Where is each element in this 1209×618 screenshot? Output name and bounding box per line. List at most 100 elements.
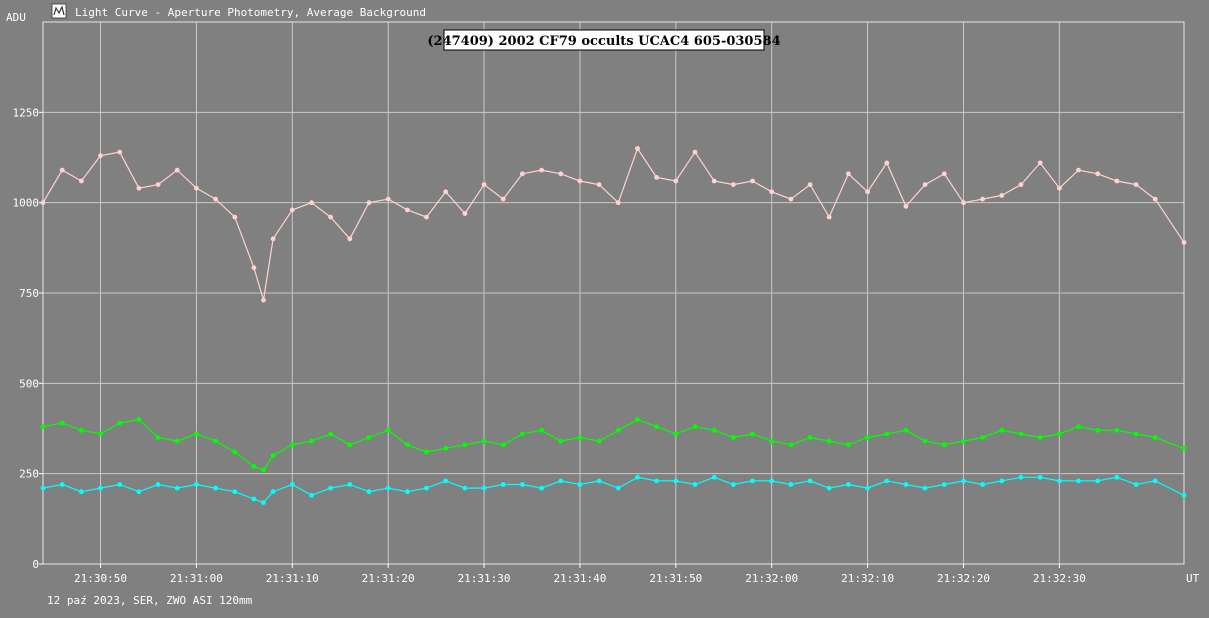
data-point — [213, 438, 219, 444]
data-point — [941, 442, 947, 448]
footer-info: 12 paź 2023, SER, ZWO ASI 120mm — [47, 594, 253, 607]
data-point — [117, 482, 123, 487]
data-point — [884, 478, 890, 484]
data-point — [577, 178, 583, 184]
x-tick-label: 21:30:50 — [74, 572, 127, 585]
data-point — [941, 171, 947, 177]
x-tick-label: 21:32:10 — [841, 572, 894, 585]
data-point — [424, 214, 429, 220]
data-point — [865, 189, 870, 195]
data-point — [999, 478, 1005, 484]
data-point — [155, 182, 161, 188]
data-point — [98, 431, 103, 437]
data-point — [711, 474, 717, 480]
data-point — [654, 175, 659, 180]
data-point — [673, 431, 679, 437]
data-point — [366, 435, 372, 440]
data-point — [922, 438, 928, 444]
data-point — [1152, 435, 1158, 440]
data-point — [251, 464, 257, 469]
data-point — [347, 236, 353, 242]
data-point — [309, 200, 314, 206]
data-point — [1114, 178, 1120, 184]
data-point — [635, 474, 640, 480]
data-point — [922, 485, 928, 491]
data-point — [558, 171, 564, 177]
x-tick-label: 21:31:40 — [553, 572, 606, 585]
data-point — [596, 438, 602, 444]
y-tick-label: 0 — [32, 558, 39, 571]
data-point — [347, 442, 353, 448]
data-point — [261, 467, 266, 473]
data-point — [385, 485, 391, 491]
data-point — [270, 236, 276, 242]
data-point — [750, 431, 755, 437]
data-point — [788, 442, 794, 448]
series-3 — [40, 474, 1187, 505]
data-point — [807, 435, 813, 440]
data-point — [980, 482, 985, 487]
data-point — [155, 482, 161, 487]
series-1 — [40, 146, 1187, 303]
data-point — [1095, 171, 1101, 177]
data-point — [922, 182, 928, 188]
data-point — [577, 482, 583, 487]
series — [40, 146, 1187, 505]
data-point — [117, 149, 123, 155]
data-point — [1057, 431, 1062, 437]
series-line — [42, 147, 1185, 301]
data-point — [846, 442, 851, 448]
data-point — [328, 485, 333, 491]
data-point — [1095, 478, 1101, 484]
data-point — [117, 420, 123, 426]
data-point — [194, 482, 199, 487]
data-point — [1057, 478, 1062, 484]
data-point — [750, 478, 755, 484]
data-point — [635, 146, 640, 151]
data-point — [1114, 474, 1120, 480]
data-point — [462, 485, 468, 491]
data-point — [309, 438, 314, 444]
x-tick-label: 21:31:20 — [362, 572, 415, 585]
data-point — [347, 482, 353, 487]
data-point — [1181, 240, 1187, 245]
data-point — [654, 478, 659, 484]
data-point — [443, 189, 449, 195]
x-tick-label: 21:32:30 — [1033, 572, 1086, 585]
data-point — [59, 167, 65, 173]
data-point — [251, 265, 257, 271]
data-point — [1114, 427, 1120, 433]
data-point — [289, 482, 295, 487]
grid — [43, 22, 1184, 564]
data-point — [539, 167, 544, 173]
data-point — [1133, 182, 1139, 188]
data-point — [539, 427, 544, 433]
data-point — [750, 178, 755, 184]
data-point — [692, 149, 698, 155]
data-point — [1018, 431, 1024, 437]
data-point — [79, 427, 84, 433]
series-line — [42, 418, 1185, 471]
y-tick-label: 750 — [19, 287, 39, 300]
data-point — [884, 160, 890, 166]
data-point — [999, 193, 1005, 198]
data-point — [385, 196, 391, 202]
data-point — [520, 482, 525, 487]
data-point — [136, 185, 142, 191]
data-point — [309, 492, 314, 498]
data-point — [98, 153, 103, 159]
data-point — [443, 478, 449, 484]
data-point — [731, 482, 736, 487]
data-point — [615, 485, 621, 491]
data-point — [1095, 427, 1101, 433]
data-point — [328, 431, 333, 437]
data-point — [1133, 431, 1139, 437]
axis-ticks: 0 250 500 750 1000 1250 21:30:50 21:31:00 21:31:… — [13, 106, 1086, 585]
data-point — [328, 214, 333, 220]
data-point — [405, 489, 410, 495]
data-point — [980, 435, 985, 440]
data-point — [692, 424, 698, 430]
data-point — [1181, 446, 1187, 451]
data-point — [865, 435, 870, 440]
data-point — [79, 178, 84, 184]
